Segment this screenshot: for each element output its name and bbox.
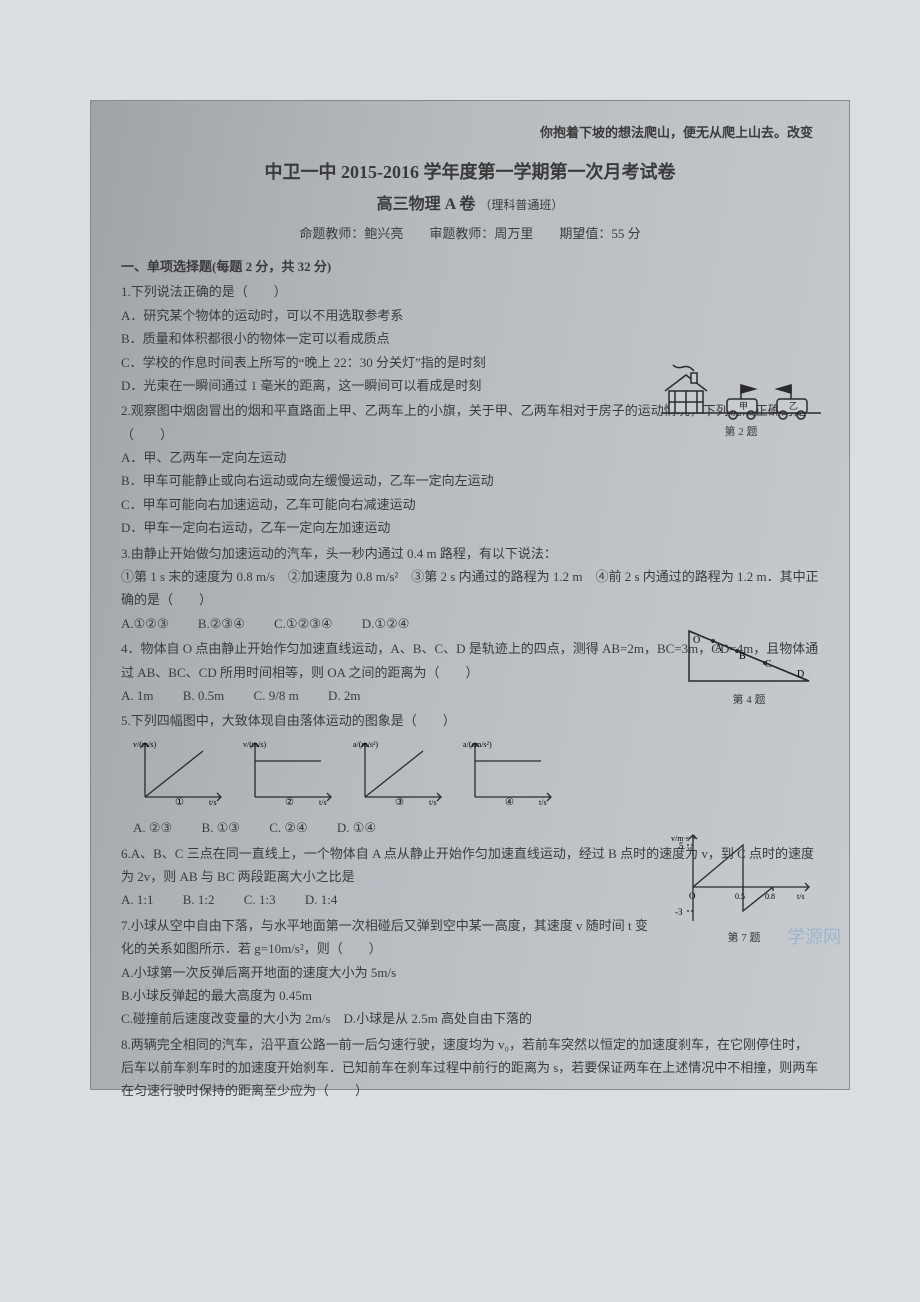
q6-opt-a: A. 1:1 [121,892,154,907]
q5-opt-c: C. ②④ [269,820,307,835]
question-8: 8.两辆完全相同的汽车，沿平直公路一前一后匀速行驶，速度均为 v₀，若前车突然以… [121,1033,819,1103]
q7-opt-c: C.碰撞前后速度改变量的大小为 2m/s D.小球是从 2.5m 高处自由下落的 [121,1007,819,1030]
figure-q4-label: 第 4 题 [679,691,819,711]
q3-stem: 3.由静止开始做匀加速运动的汽车，头一秒内通过 0.4 m 路程，有以下说法： [121,542,819,565]
q2-opt-c: C．甲车可能向右加速运动，乙车可能向右减速运动 [121,493,819,516]
figure-q2: 甲 乙 第 2 题 [661,363,821,443]
svg-text:t/s: t/s [797,892,805,901]
svg-text:0.8: 0.8 [765,892,775,901]
q1-opt-a: A．研究某个物体的运动时，可以不用选取参考系 [121,304,819,327]
svg-text:A: A [715,643,723,654]
svg-text:t/s: t/s [539,798,547,807]
svg-text:-3: -3 [675,907,683,917]
q3-opt-a: A.①②③ [121,616,169,631]
svg-text:③: ③ [395,797,404,807]
q1-opt-b: B．质量和体积都很小的物体一定可以看成质点 [121,327,819,350]
svg-text:D: D [797,669,804,680]
q2-opt-d: D．甲车一定向右运动，乙车一定向左加速运动 [121,516,819,539]
figure-q4: O A B C D 第 4 题 [679,621,819,711]
q6-opt-c: C. 1:3 [244,892,276,907]
watermark: 学源网 [787,921,841,953]
q2-opt-a: A．甲、乙两车一定向左运动 [121,446,819,469]
q5-opt-b: B. ①③ [201,820,239,835]
svg-text:乙: 乙 [789,401,798,411]
q3-opt-d: D.①②④ [362,616,410,631]
q5-chart-4: a/(cm/s²) t/s ④ [463,737,555,814]
svg-text:t/s: t/s [429,798,437,807]
svg-text:a/(m/s²): a/(m/s²) [353,740,378,749]
q6-opt-b: B. 1:2 [183,892,215,907]
svg-text:甲: 甲 [739,401,748,411]
exam-title: 中卫一中 2015-2016 学年度第一学期第一次月考试卷 [121,156,819,188]
svg-text:v/(m/s): v/(m/s) [133,740,156,749]
q7-opt-b: B.小球反弹起的最大高度为 0.45m [121,984,819,1007]
svg-text:a/(cm/s²): a/(cm/s²) [463,740,492,749]
q5-opt-d: D. ①④ [337,820,376,835]
svg-text:②: ② [285,797,294,807]
exam-subtitle: 高三物理 A 卷 （理科普通班） [121,191,819,220]
q5-opt-a: A. ②③ [133,820,172,835]
figure-q2-label: 第 2 题 [661,423,821,443]
svg-text:0.5: 0.5 [735,892,745,901]
q3-opt-c: C.①②③④ [274,616,333,631]
q4-opt-b: B. 0.5m [183,688,225,703]
q4-opt-c: C. 9/8 m [254,688,299,703]
q3-opt-b: B.②③④ [198,616,245,631]
q4-opt-a: A. 1m [121,688,154,703]
svg-text:v/(m/s): v/(m/s) [243,740,266,749]
svg-text:5: 5 [679,841,684,851]
q7-opt-a: A.小球第一次反弹后离开地面的速度大小为 5m/s [121,961,819,984]
svg-text:t/s: t/s [319,798,327,807]
question-5: 5.下列四幅图中，大致体现自由落体运动的图象是（ ） v/(m/s) t/s ① [121,709,819,839]
q6-opt-d: D. 1:4 [305,892,338,907]
q8-stem: 8.两辆完全相同的汽车，沿平直公路一前一后匀速行驶，速度均为 v₀，若前车突然以… [121,1033,819,1103]
svg-text:①: ① [175,797,184,807]
section-1-heading: 一、单项选择题(每题 2 分，共 32 分) [121,255,819,278]
svg-text:O: O [693,635,700,646]
svg-text:O: O [689,891,696,901]
q4-opt-d: D. 2m [328,688,361,703]
svg-text:B: B [739,651,746,662]
q5-chart-3: a/(m/s²) t/s ③ [353,737,445,814]
svg-text:t/s: t/s [209,798,217,807]
exam-page: 你抱着下坡的想法爬山，便无从爬上山去。改变 中卫一中 2015-2016 学年度… [90,100,850,1090]
svg-text:④: ④ [505,797,514,807]
q5-chart-1: v/(m/s) t/s ① [133,737,225,814]
q5-charts: v/(m/s) t/s ① v/(m/s) t/s ② [133,737,819,814]
q2-opt-b: B．甲车可能静止或向右运动或向左缓慢运动，乙车一定向左运动 [121,469,819,492]
q5-stem: 5.下列四幅图中，大致体现自由落体运动的图象是（ ） [121,709,819,732]
q3-line2: ①第 1 s 末的速度为 0.8 m/s ②加速度为 0.8 m/s² ③第 2… [121,565,819,612]
q1-stem: 1.下列说法正确的是（ ） [121,280,819,303]
subtitle-main: 高三物理 A 卷 [377,196,476,213]
q5-chart-2: v/(m/s) t/s ② [243,737,335,814]
svg-text:v/m·s⁻¹: v/m·s⁻¹ [671,834,696,843]
subtitle-note: （理科普通班） [479,198,563,212]
page-motto: 你抱着下坡的想法爬山，便无从爬上山去。改变 [121,121,819,144]
teacher-line: 命题教师：鲍兴亮 审题教师：周万里 期望值：55 分 [121,222,819,245]
